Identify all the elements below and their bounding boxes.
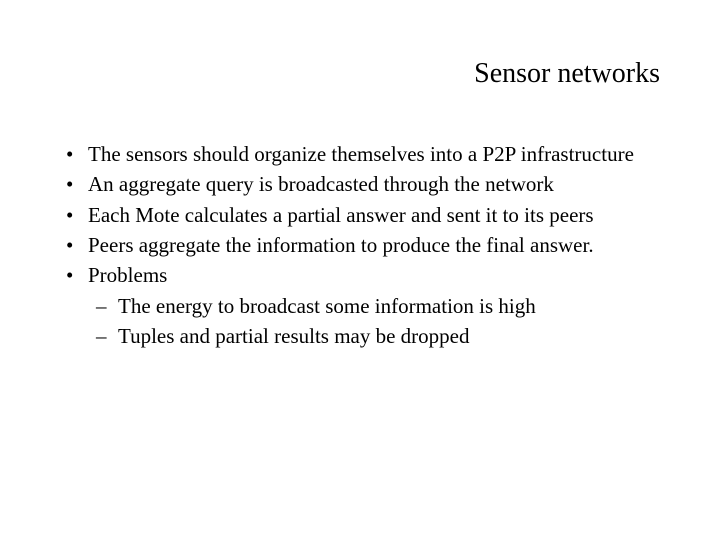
- list-item: Peers aggregate the information to produ…: [60, 231, 660, 259]
- list-item: Each Mote calculates a partial answer an…: [60, 201, 660, 229]
- list-item: The energy to broadcast some information…: [88, 292, 660, 320]
- slide: Sensor networks The sensors should organ…: [0, 0, 720, 540]
- slide-title: Sensor networks: [474, 58, 660, 90]
- bullet-text: Tuples and partial results may be droppe…: [118, 324, 470, 348]
- list-item: The sensors should organize themselves i…: [60, 140, 660, 168]
- bullet-text: Peers aggregate the information to produ…: [88, 233, 594, 257]
- list-item: Problems The energy to broadcast some in…: [60, 261, 660, 350]
- bullet-list: The sensors should organize themselves i…: [60, 140, 660, 350]
- bullet-text: An aggregate query is broadcasted throug…: [88, 172, 554, 196]
- sub-bullet-list: The energy to broadcast some information…: [88, 292, 660, 351]
- list-item: Tuples and partial results may be droppe…: [88, 322, 660, 350]
- bullet-text: Problems: [88, 263, 167, 287]
- slide-body: The sensors should organize themselves i…: [60, 140, 660, 352]
- bullet-text: The sensors should organize themselves i…: [88, 142, 634, 166]
- bullet-text: Each Mote calculates a partial answer an…: [88, 203, 594, 227]
- bullet-text: The energy to broadcast some information…: [118, 294, 536, 318]
- list-item: An aggregate query is broadcasted throug…: [60, 170, 660, 198]
